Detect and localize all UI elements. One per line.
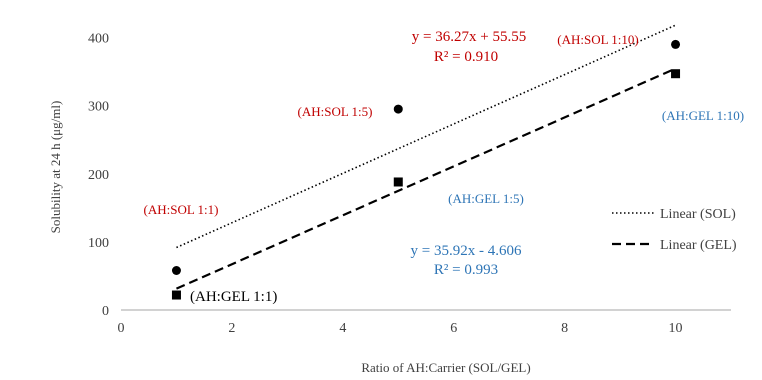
legend: Linear (SOL) Linear (GEL) <box>612 207 737 253</box>
sol-point <box>171 266 181 276</box>
point-labels: (AH:SOL 1:1) (AH:SOL 1:5) (AH:SOL 1:10) (AH… <box>144 32 745 305</box>
y-axis-title: Solubility at 24 h (μg/ml) <box>48 101 63 234</box>
x-tick-label: 6 <box>450 321 457 336</box>
legend-sol-label: Linear (SOL) <box>660 207 736 222</box>
sol-point-label: (AH:SOL 1:5) <box>298 104 373 119</box>
gel-r2-annotation: R² = 0.993 <box>434 262 498 278</box>
y-tick-label: 0 <box>102 304 109 319</box>
gel-point-label: (AH:GEL 1:10) <box>662 108 744 123</box>
y-tick-label: 400 <box>88 32 109 47</box>
sol-r2-annotation: R² = 0.910 <box>434 49 498 65</box>
x-axis-title: Ratio of AH:Carrier (SOL/GEL) <box>361 360 530 375</box>
gel-point <box>671 69 681 79</box>
x-tick-label: 0 <box>118 321 125 336</box>
legend-gel-label: Linear (GEL) <box>660 238 737 253</box>
y-tick-label: 100 <box>88 236 109 251</box>
sol-point-label: (AH:SOL 1:10) <box>557 32 639 47</box>
x-tick-label: 2 <box>228 321 235 336</box>
sol-point-label: (AH:SOL 1:1) <box>144 202 219 217</box>
x-tick-labels: 0 2 4 6 8 10 <box>118 321 683 336</box>
gel-point <box>393 177 403 187</box>
x-tick-label: 4 <box>339 321 346 336</box>
x-tick-label: 8 <box>561 321 568 336</box>
gel-point <box>171 290 181 300</box>
data-points <box>171 39 681 300</box>
gel-point-label: (AH:GEL 1:1) <box>190 289 277 305</box>
y-tick-label: 200 <box>88 168 109 183</box>
x-tick-label: 10 <box>669 321 683 336</box>
trendlines <box>176 24 676 290</box>
gel-point-label: (AH:GEL 1:5) <box>448 191 524 206</box>
sol-equation-annotation: y = 36.27x + 55.55 <box>412 29 526 45</box>
sol-point <box>671 39 681 49</box>
y-tick-label: 300 <box>88 100 109 115</box>
sol-trendline <box>176 24 676 249</box>
gel-trendline <box>176 67 676 290</box>
y-tick-labels: 0 100 200 300 400 <box>88 32 109 319</box>
gel-equation-annotation: y = 35.92x - 4.606 <box>411 243 522 259</box>
sol-point <box>393 104 403 114</box>
